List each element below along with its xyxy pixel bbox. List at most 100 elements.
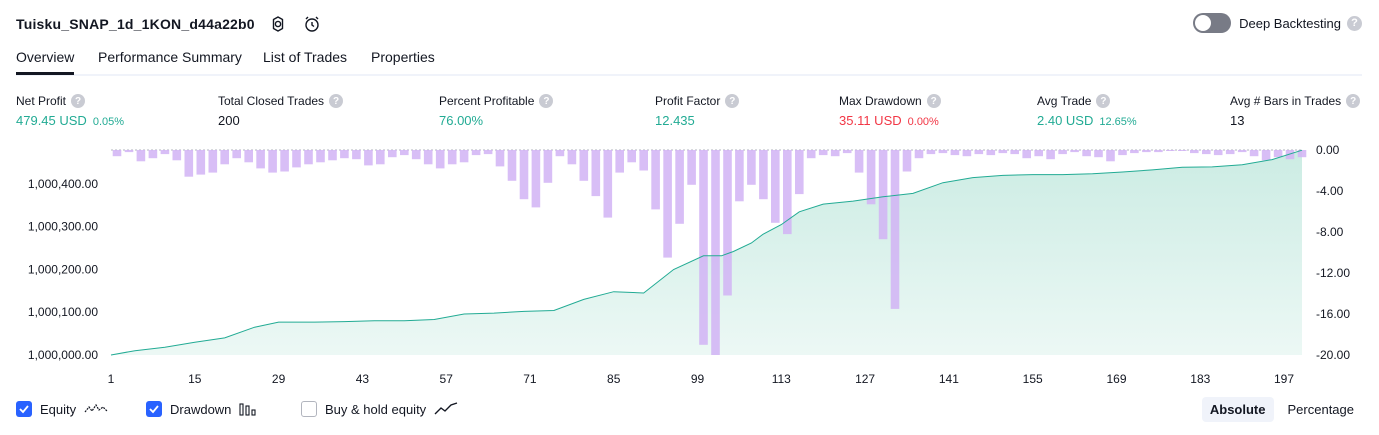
drawdown-bar: [423, 150, 433, 165]
metric-label: Percent Profitable: [439, 94, 535, 108]
tab-properties[interactable]: Properties: [371, 49, 435, 65]
legend-buy-hold[interactable]: Buy & hold equity: [301, 401, 458, 417]
drawdown-bar: [795, 150, 804, 195]
question-icon[interactable]: ?: [1347, 15, 1362, 31]
x-tick-label: 85: [607, 372, 621, 386]
metric-value: 200: [218, 113, 240, 128]
drawdown-bar: [435, 150, 445, 169]
drawdown-bar: [1213, 150, 1223, 156]
percentage-button[interactable]: Percentage: [1287, 402, 1355, 417]
metric-label: Avg # Bars in Trades: [1230, 94, 1342, 108]
x-tick-label: 183: [1190, 372, 1210, 386]
drawdown-bar: [232, 150, 241, 159]
drawdown-bar: [280, 150, 289, 172]
drawdown-bar: [1261, 150, 1271, 161]
y-right-tick-label: -8.00: [1316, 225, 1344, 239]
view-mode-toggle: Absolute Percentage: [1196, 397, 1362, 422]
drawdown-bar: [1225, 150, 1235, 155]
drawdown-bar: [1202, 150, 1211, 155]
drawdown-bar: [603, 150, 613, 218]
drawdown-bar: [1297, 150, 1307, 158]
drawdown-bar: [184, 150, 194, 177]
metric-value: 35.11 USD: [839, 113, 902, 128]
metric-label: Max Drawdown: [839, 94, 922, 108]
question-icon[interactable]: ?: [329, 94, 344, 108]
drawdown-bar: [651, 150, 660, 210]
drawdown-bar: [890, 150, 900, 309]
equity-line-icon: [84, 402, 108, 416]
drawdown-bar: [567, 150, 577, 165]
y-right-tick-label: -20.00: [1316, 348, 1350, 362]
tab-performance-summary[interactable]: Performance Summary: [98, 49, 242, 65]
absolute-button[interactable]: Absolute: [1201, 397, 1274, 422]
x-tick-label: 57: [440, 372, 454, 386]
drawdown-bar: [579, 150, 589, 181]
drawdown-bar: [352, 150, 361, 160]
metric-value: 76.00%: [439, 113, 484, 128]
drawdown-bar: [459, 150, 469, 163]
y-left-tick-label: 1,000,100.00: [28, 305, 98, 319]
y-left-tick-label: 1,000,200.00: [28, 263, 98, 277]
metric-value: 2.40 USD: [1037, 113, 1094, 128]
question-icon[interactable]: ?: [71, 94, 86, 108]
drawdown-bar: [555, 150, 565, 157]
buy-hold-checkbox[interactable]: [301, 401, 317, 417]
drawdown-bar: [687, 150, 696, 185]
drawdown-bar: [723, 150, 732, 296]
legend-drawdown-label: Drawdown: [170, 401, 232, 417]
x-tick-label: 15: [188, 372, 202, 386]
camera-refresh-icon[interactable]: [301, 13, 323, 35]
drawdown-bar: [1154, 150, 1163, 153]
metric-avg-bars-in-trades: Avg # Bars in Trades? 13: [1230, 93, 1361, 128]
legend-drawdown[interactable]: Drawdown: [146, 401, 259, 417]
drawdown-checkbox[interactable]: [146, 401, 162, 417]
metric-label: Total Closed Trades: [218, 94, 325, 108]
drawdown-bar: [950, 150, 960, 156]
drawdown-bar: [411, 150, 421, 160]
drawdown-bar: [220, 150, 229, 165]
tab-overview[interactable]: Overview: [16, 49, 75, 75]
drawdown-bar: [531, 150, 541, 208]
x-tick-label: 43: [356, 372, 370, 386]
tab-list-of-trades[interactable]: List of Trades: [263, 49, 348, 65]
gear-icon[interactable]: [267, 13, 289, 35]
x-tick-label: 155: [1023, 372, 1043, 386]
deep-backtesting: Deep Backtesting ?: [1193, 13, 1362, 33]
metric-percent-profitable: Percent Profitable? 76.00%: [439, 93, 554, 128]
drawdown-bars-icon: [239, 402, 259, 416]
drawdown-bar: [136, 150, 146, 162]
drawdown-bar: [1237, 150, 1247, 153]
drawdown-bar: [806, 150, 816, 159]
drawdown-bar: [1178, 150, 1187, 151]
question-icon[interactable]: ?: [539, 94, 554, 108]
metric-value: 479.45 USD: [16, 113, 87, 128]
drawdown-bar: [400, 150, 409, 156]
question-icon[interactable]: ?: [725, 94, 740, 108]
question-icon[interactable]: ?: [926, 94, 941, 108]
drawdown-bar: [914, 150, 924, 159]
drawdown-bar: [962, 150, 972, 157]
metric-max-drawdown: Max Drawdown? 35.11 USD 0.00%: [839, 93, 941, 128]
equity-checkbox[interactable]: [16, 401, 32, 417]
drawdown-bar: [759, 150, 768, 200]
metric-value: 12.435: [655, 113, 695, 128]
legend-equity[interactable]: Equity: [16, 401, 108, 417]
y-right-tick-label: -12.00: [1316, 266, 1350, 280]
drawdown-bar: [986, 150, 996, 156]
x-tick-label: 99: [691, 372, 705, 386]
question-icon[interactable]: ?: [1346, 94, 1361, 108]
deep-backtesting-label: Deep Backtesting: [1239, 15, 1341, 31]
deep-backtesting-toggle[interactable]: [1193, 13, 1232, 33]
drawdown-bar: [1010, 150, 1019, 155]
drawdown-bar: [148, 150, 158, 159]
drawdown-bar: [699, 150, 708, 345]
drawdown-bar: [124, 150, 134, 153]
drawdown-bar: [615, 150, 624, 173]
drawdown-bar: [926, 150, 936, 155]
drawdown-bar: [1249, 150, 1259, 157]
question-icon[interactable]: ?: [1096, 94, 1111, 108]
drawdown-bar: [495, 150, 505, 167]
drawdown-bar: [447, 150, 457, 165]
drawdown-bar: [1070, 150, 1079, 153]
metric-percent: 0.00%: [907, 116, 939, 128]
